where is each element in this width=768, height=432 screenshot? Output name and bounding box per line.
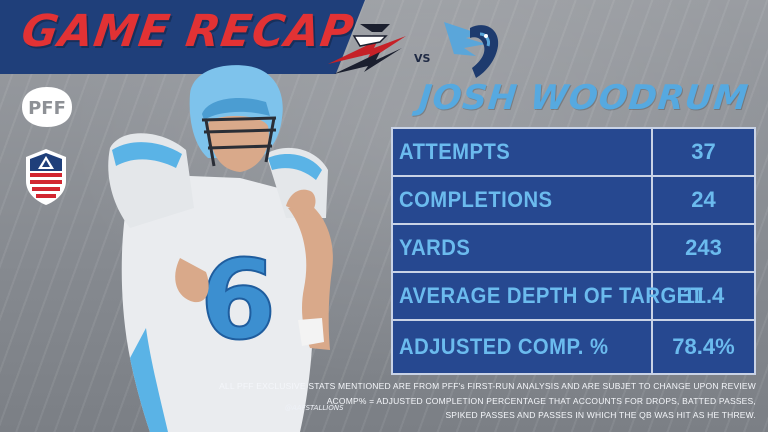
footnote-definition-1: ACOMP% = ADJUSTED COMPLETION PERCENTAGE … [326, 396, 756, 406]
player-name: JOSH WOODRUM [416, 78, 751, 118]
pff-logo-icon: PFF [22, 87, 72, 127]
jersey-number: 6 [200, 236, 277, 364]
aaf-logo-icon [26, 149, 66, 205]
stat-value: 37 [691, 139, 716, 164]
pff-logo-text: PFF [28, 98, 66, 119]
stat-row-adot: AVERAGE DEPTH OF TARGET 11.4 [393, 273, 754, 321]
stat-value: 78.4% [672, 334, 735, 359]
stat-label: ADJUSTED COMP. % [399, 334, 609, 359]
stat-label: COMPLETIONS [399, 187, 553, 212]
stats-table: ATTEMPTS 37 COMPLETIONS 24 YARDS 243 AVE… [391, 127, 756, 375]
stat-label: ATTEMPTS [399, 139, 511, 164]
stat-row-attempts: ATTEMPTS 37 [393, 129, 754, 177]
header-band [0, 0, 365, 74]
stat-label: AVERAGE DEPTH OF TARGET [399, 283, 704, 308]
column-divider [651, 129, 653, 175]
stat-row-yards: YARDS 243 [393, 225, 754, 273]
stat-value: 11.4 [682, 283, 725, 308]
player-photo: 6 [108, 65, 333, 432]
vs-label: VS [414, 52, 431, 65]
orlando-apollos-logo-icon [328, 24, 406, 74]
stat-value: 243 [685, 235, 722, 260]
stat-label: YARDS [399, 235, 471, 260]
stat-row-completions: COMPLETIONS 24 [393, 177, 754, 225]
stat-value: 24 [691, 187, 716, 212]
footnote-definition-2: SPIKED PASSES AND PASSES IN WHICH THE QB… [445, 410, 756, 420]
column-divider [651, 273, 653, 319]
page-title: GAME RECAP [18, 6, 358, 57]
footnote-disclaimer: ALL PFF EXCLUSIVE STATS MENTIONED ARE FR… [219, 381, 756, 391]
photo-credit: @AAFSTALLIONS [285, 404, 344, 412]
salt-lake-stallions-logo-icon [444, 22, 499, 78]
stat-row-adjusted-comp: ADJUSTED COMP. % 78.4% [393, 321, 754, 373]
column-divider [651, 177, 653, 223]
column-divider [651, 321, 653, 373]
column-divider [651, 225, 653, 271]
